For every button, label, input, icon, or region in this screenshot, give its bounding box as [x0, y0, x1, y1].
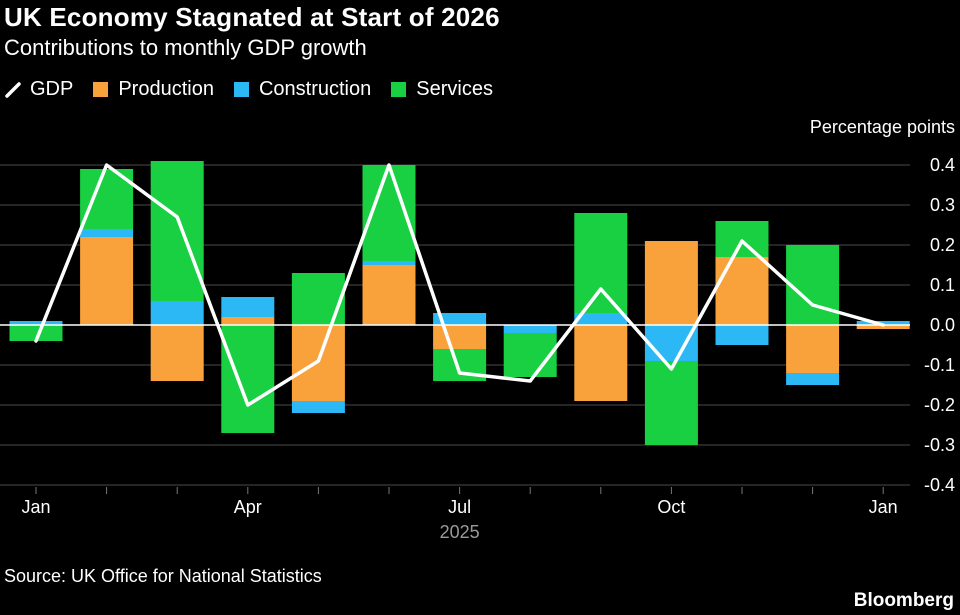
bar-production — [574, 325, 628, 401]
x-tick-label: Apr — [234, 497, 262, 517]
bar-services — [644, 361, 698, 445]
line-icon — [5, 81, 21, 98]
legend-label: Services — [416, 78, 493, 100]
y-tick-label: 0.3 — [930, 195, 955, 215]
source-note: Source: UK Office for National Statistic… — [4, 566, 322, 586]
bar-production — [80, 237, 134, 325]
y-tick-label: 0.0 — [930, 315, 955, 335]
bar-construction — [9, 321, 63, 325]
legend-label: GDP — [30, 78, 74, 100]
chart-subtitle: Contributions to monthly GDP growth — [4, 35, 367, 60]
x-year-label: 2025 — [440, 522, 480, 542]
bar-production — [150, 325, 204, 381]
bar-production — [362, 265, 416, 325]
legend-label: Construction — [258, 78, 372, 100]
y-tick-label: 0.1 — [930, 275, 955, 295]
square-icon — [233, 82, 249, 97]
bar-construction — [291, 401, 345, 413]
square-icon — [93, 82, 109, 97]
y-tick-label: -0.3 — [924, 435, 955, 455]
bar-services — [503, 333, 557, 377]
gdp-line — [34, 163, 885, 407]
legend-item-construction: Construction — [233, 78, 372, 101]
bloomberg-logo: Bloomberg — [853, 590, 954, 611]
x-tick-label: Jul — [448, 497, 471, 517]
bar-services — [574, 213, 628, 313]
legend-item-gdp: GDP — [4, 78, 73, 101]
chart-title: UK Economy Stagnated at Start of 2026 — [4, 2, 500, 32]
chart-plot: Percentage points 0.4 0.3 0.2 0.1 0.0 -0.1 -0.2… — [0, 117, 955, 542]
bar-construction — [786, 373, 840, 385]
bar-production — [644, 241, 698, 325]
x-tick-label: Jan — [869, 497, 898, 517]
y-tick-label: 0.4 — [930, 155, 955, 175]
bar-services — [291, 273, 345, 325]
bar-production — [715, 257, 769, 325]
bar-construction — [503, 325, 557, 333]
bar-construction — [644, 325, 698, 361]
bar-construction — [362, 261, 416, 265]
bar-services — [9, 325, 63, 341]
x-tick-label: Jan — [21, 497, 50, 517]
bar-production — [856, 325, 910, 329]
legend-label: Production — [118, 78, 214, 100]
bar-production — [221, 317, 275, 325]
legend-item-production: Production — [93, 78, 214, 101]
bar-services — [221, 325, 275, 433]
bar-services — [715, 221, 769, 257]
bar-production — [433, 325, 487, 349]
legend-item-services: Services — [391, 78, 493, 101]
bar-construction — [715, 325, 769, 345]
y-tick-label: -0.4 — [924, 475, 955, 495]
y-axis-label: Percentage points — [810, 117, 955, 137]
y-tick-label: -0.1 — [924, 355, 955, 375]
bar-production — [786, 325, 840, 373]
y-tick-label: -0.2 — [924, 395, 955, 415]
bar-construction — [856, 321, 910, 325]
bar-services — [786, 245, 840, 325]
bar-construction — [80, 229, 134, 237]
bar-construction — [574, 313, 628, 325]
square-icon — [391, 82, 407, 97]
bar-construction — [150, 301, 204, 325]
bar-construction — [433, 313, 487, 325]
legend: GDP Production Construction Services — [4, 78, 513, 101]
bar-construction — [221, 297, 275, 317]
x-tick-label: Oct — [657, 497, 685, 517]
bar-services — [150, 161, 204, 301]
y-tick-label: 0.2 — [930, 235, 955, 255]
